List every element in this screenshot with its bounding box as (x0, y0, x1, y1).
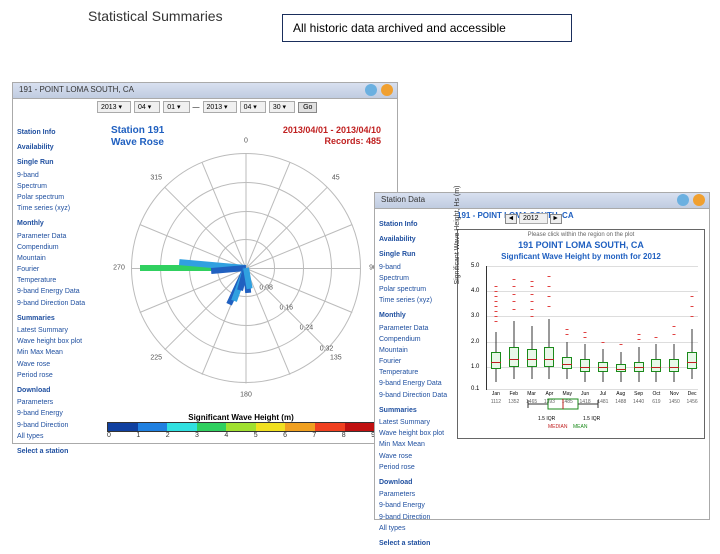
boxplot-panel: Station Data 191 - POINT LOMA SOUTH, CA … (374, 192, 710, 520)
station-name: 191 - POINT LOMA SOUTH, CA (19, 85, 134, 94)
sidebar-item[interactable]: 9-band Energy Data (379, 378, 449, 389)
chart-title-right: 2013/04/01 - 2013/04/10Records: 485 (283, 125, 381, 147)
sidebar-item[interactable]: 9-band Direction (379, 512, 449, 523)
wave-rose-chart: Station 191Wave Rose 2013/04/01 - 2013/0… (101, 125, 391, 403)
sidebar-item[interactable]: Wave height box plot (379, 428, 449, 439)
date-select[interactable]: 04 ▾ (240, 101, 266, 113)
sidebar-group-head[interactable]: Summaries (17, 313, 89, 324)
sidebar-item[interactable]: Min Max Mean (17, 347, 89, 358)
sidebar-item[interactable]: Parameter Data (379, 323, 449, 334)
sidebar-item[interactable]: Temperature (17, 275, 89, 286)
date-range-bar: 2013 ▾04 ▾01 ▾—2013 ▾04 ▾30 ▾Go (97, 101, 317, 113)
sidebar-item[interactable]: All types (17, 431, 89, 442)
archive-note: All historic data archived and accessibl… (282, 14, 572, 42)
sidebar-item[interactable]: Fourier (379, 356, 449, 367)
sidebar-item[interactable]: Wave rose (17, 359, 89, 370)
sidebar-item[interactable]: Wave rose (379, 451, 449, 462)
sidebar-group-head[interactable]: Availability (17, 142, 89, 153)
info-icon[interactable] (381, 84, 393, 96)
sidebar-item[interactable]: 9-band Direction (17, 420, 89, 431)
sidebar-item[interactable]: 9-band Energy (17, 408, 89, 419)
home-icon[interactable] (365, 84, 377, 96)
year-select[interactable]: 2012 (519, 213, 548, 224)
wave-rose-panel: 191 - POINT LOMA SOUTH, CA 2013 ▾04 ▾01 … (12, 82, 398, 444)
sidebar-item[interactable]: Parameters (17, 397, 89, 408)
sidebar-item[interactable]: Time series (xyz) (17, 203, 89, 214)
boxplot-chart[interactable]: Please click within the region on the pl… (457, 229, 705, 439)
chart-title-left: Station 191Wave Rose (111, 125, 164, 149)
prev-year-button[interactable]: ◄ (505, 214, 517, 224)
sidebar-group-head[interactable]: Download (17, 385, 89, 396)
sidebar-item[interactable]: Compendium (379, 334, 449, 345)
sidebar-group-head[interactable]: Summaries (379, 405, 449, 416)
sidebar-item[interactable]: 9-band (17, 170, 89, 181)
go-button[interactable]: Go (298, 102, 317, 113)
sidebar-item[interactable]: Mountain (379, 345, 449, 356)
header-label: Station Data (381, 195, 425, 204)
boxplot-title-1: 191 POINT LOMA SOUTH, CA (458, 240, 704, 250)
home-icon[interactable] (677, 194, 689, 206)
info-icon[interactable] (693, 194, 705, 206)
sidebar-item[interactable]: Polar spectrum (17, 192, 89, 203)
sidebar-group-head[interactable]: Select a station (17, 446, 89, 457)
sidebar-group-head[interactable]: Monthly (379, 310, 449, 321)
sidebar-item[interactable]: Spectrum (379, 273, 449, 284)
sidebar-item[interactable]: 9-band (379, 262, 449, 273)
svg-text:1.5 IQR: 1.5 IQR (583, 416, 601, 422)
sidebar-item[interactable]: Time series (xyz) (379, 295, 449, 306)
panel-header-right: Station Data (375, 193, 709, 209)
svg-text:MEAN: MEAN (573, 424, 588, 430)
next-year-button[interactable]: ► (550, 214, 562, 224)
sidebar-left: Station Info Availability Single Run 9-band… (13, 119, 93, 462)
boxplot-title-2: Signficant Wave Height by month for 2012 (458, 252, 704, 261)
date-select[interactable]: 30 ▾ (269, 101, 295, 113)
sidebar-item[interactable]: Min Max Mean (379, 439, 449, 450)
y-axis-label: Significant Wave Height, Hs (m) (454, 186, 461, 285)
panel-header-left: 191 - POINT LOMA SOUTH, CA (13, 83, 397, 99)
chart-hint: Please click within the region on the pl… (458, 232, 704, 238)
boxplot-legend-diagram: 1.5 IQR 1.5 IQR MEDIAN MEAN (518, 396, 658, 432)
sidebar-item[interactable]: 9-band Direction Data (17, 298, 89, 309)
sidebar-group-head[interactable]: Download (379, 477, 449, 488)
plot-area: 0.11.02.03.04.05.0Jan1112Feb1352Mar1465A… (486, 266, 698, 390)
sidebar-right: Station Info Availability Single Run 9-band… (375, 211, 453, 554)
sidebar-item[interactable]: Period rose (17, 370, 89, 381)
sidebar-item[interactable]: Polar spectrum (379, 284, 449, 295)
sidebar-group-head[interactable]: Station Info (379, 219, 449, 230)
sidebar-item[interactable]: Parameter Data (17, 231, 89, 242)
sidebar-item[interactable]: Latest Summary (379, 417, 449, 428)
sidebar-item[interactable]: Spectrum (17, 181, 89, 192)
sidebar-group-head[interactable]: Single Run (17, 157, 89, 168)
date-select[interactable]: 04 ▾ (134, 101, 160, 113)
polar-plot[interactable]: 0.080.160.240.3204590135180225270315 (131, 153, 361, 383)
page-title: Statistical Summaries (88, 8, 223, 24)
sidebar-item[interactable]: Compendium (17, 242, 89, 253)
sidebar-group-head[interactable]: Availability (379, 234, 449, 245)
svg-text:MEDIAN: MEDIAN (548, 424, 568, 430)
sidebar-item[interactable]: Temperature (379, 367, 449, 378)
year-nav: ◄ 2012 ► (505, 213, 562, 224)
sidebar-item[interactable]: Period rose (379, 462, 449, 473)
legend-title: Significant Wave Height (m) (107, 413, 375, 422)
svg-text:1.5 IQR: 1.5 IQR (538, 416, 556, 422)
sidebar-item[interactable]: Wave height box plot (17, 336, 89, 347)
date-select[interactable]: 01 ▾ (163, 101, 189, 113)
sidebar-item[interactable]: Latest Summary (17, 325, 89, 336)
sidebar-item[interactable]: 9-band Direction Data (379, 390, 449, 401)
sidebar-group-head[interactable]: Monthly (17, 218, 89, 229)
sidebar-item[interactable]: All types (379, 523, 449, 534)
sidebar-item[interactable]: Mountain (17, 253, 89, 264)
sidebar-item[interactable]: Parameters (379, 489, 449, 500)
date-select[interactable]: 2013 ▾ (203, 101, 237, 113)
date-select[interactable]: 2013 ▾ (97, 101, 131, 113)
sidebar-item[interactable]: Fourier (17, 264, 89, 275)
sidebar-item[interactable]: 9-band Energy Data (17, 286, 89, 297)
sidebar-group-head[interactable]: Single Run (379, 249, 449, 260)
color-legend: Significant Wave Height (m) 0123456789 (107, 413, 375, 439)
sidebar-group-head[interactable]: Station Info (17, 127, 89, 138)
sidebar-item[interactable]: 9-band Energy (379, 500, 449, 511)
